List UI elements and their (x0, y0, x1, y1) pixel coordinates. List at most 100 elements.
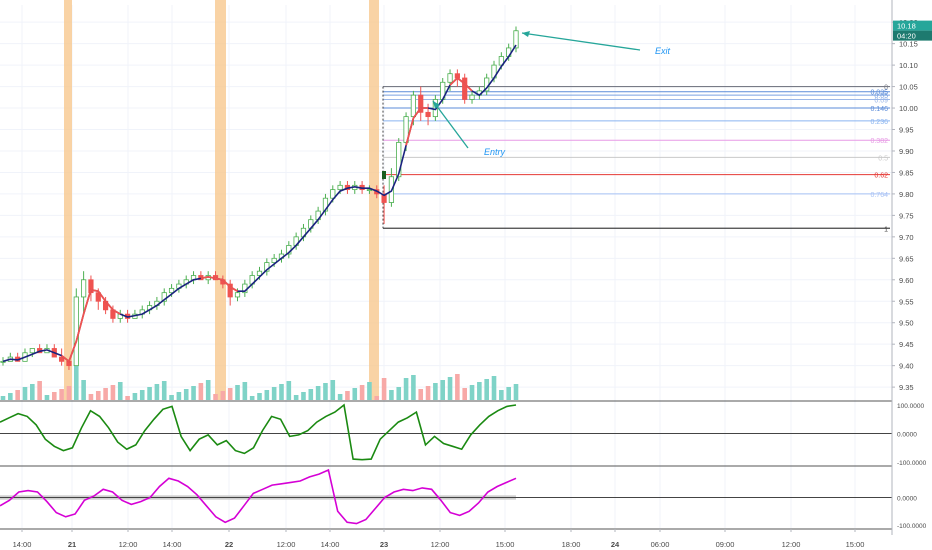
oscillator-2-line (0, 468, 517, 525)
candle-body (227, 283, 233, 298)
volume-bar (235, 385, 240, 400)
price-tick-label: 9.85 (899, 168, 914, 177)
fib-level-label: 1 (884, 226, 888, 233)
volume-bar (103, 388, 108, 400)
volume-bar (88, 394, 94, 400)
time-tick-label: 15:00 (496, 540, 515, 549)
volume-bar (433, 383, 438, 400)
volume-bar (389, 390, 394, 400)
volume-bar (293, 395, 299, 400)
price-tick-label: 10.10 (899, 61, 918, 70)
volume-bar (323, 383, 328, 400)
price-tick-label: 9.50 (899, 319, 914, 328)
volume-bar (15, 390, 20, 400)
fib-level-label: 0.05 (874, 93, 888, 100)
grid-lines (0, 5, 892, 528)
volume-bar (374, 396, 380, 400)
volume-bar (154, 384, 160, 400)
volume-bar (139, 390, 145, 400)
price-tick-label: 9.40 (899, 362, 914, 371)
volume-bar (198, 383, 204, 400)
ma-line (2, 44, 517, 363)
price-tick-label: 9.90 (899, 147, 914, 156)
volume-bar (359, 385, 365, 400)
volume-bar (440, 380, 446, 400)
volume-bar (37, 381, 42, 400)
price-tick-label: 9.60 (899, 276, 914, 285)
session-highlights (64, 0, 379, 400)
volume-bar (213, 394, 218, 400)
candlesticks (0, 26, 519, 370)
candle-body (256, 270, 263, 276)
volume-bar (205, 380, 211, 400)
price-tick-label: 9.45 (899, 340, 914, 349)
volume-bar (249, 396, 255, 400)
volume-bar (367, 382, 372, 400)
volume-bar (352, 388, 358, 400)
oscillator-1-pane (0, 400, 892, 461)
price-tick-label: 10.05 (899, 83, 918, 92)
session-highlight-bar (215, 0, 226, 400)
volume-bar (110, 385, 116, 400)
price-tick-label: 9.80 (899, 190, 914, 199)
volume-bar (491, 376, 497, 400)
candle-body (425, 111, 431, 118)
volume-bar (117, 382, 123, 400)
candle-body (418, 94, 424, 113)
fib-level-label: 0.035 (870, 90, 888, 97)
candle-body (410, 94, 417, 118)
volume-bar (227, 388, 233, 400)
candle-body (161, 292, 167, 302)
volume-bar (411, 375, 416, 400)
time-tick-label: 15:00 (846, 540, 865, 549)
osc1-tick-label: 100.0000 (897, 403, 924, 410)
osc1-tick-label: -100.0000 (897, 460, 927, 467)
volume-bar (22, 387, 28, 400)
volume-bar (337, 394, 343, 400)
candle-body (29, 348, 35, 354)
volume-bar (499, 390, 504, 400)
price-tick-label: 10.15 (899, 40, 918, 49)
candle-body (366, 189, 373, 192)
fib-level-label: 0.236 (870, 119, 888, 126)
moving-average-line (2, 44, 517, 363)
oscillator-1-line (0, 403, 517, 461)
price-tick-label: 10.00 (899, 104, 918, 113)
entry-arrow (432, 100, 469, 149)
volume-bar (396, 387, 402, 400)
volume-bar (44, 395, 50, 400)
candle-body (59, 356, 65, 362)
volume-bar (425, 386, 431, 400)
volume-bar (66, 386, 72, 400)
last-price-badge (893, 20, 932, 31)
volume-bar (95, 391, 101, 400)
time-tick-label: 14:00 (321, 540, 340, 549)
time-tick-label: 06:00 (651, 540, 670, 549)
ma-line-down-segment (405, 107, 429, 146)
volume-bar (271, 387, 277, 400)
session-highlight-bar (64, 0, 72, 400)
volume-bar (257, 393, 262, 400)
time-tick-label: 14:00 (163, 540, 182, 549)
volume-bar (279, 384, 284, 400)
candle-body (234, 292, 241, 298)
volume-bar (345, 391, 350, 400)
volume-bar (81, 380, 86, 400)
fib-level-label: 0.62 (874, 173, 888, 180)
price-tick-label: 9.95 (899, 126, 914, 135)
time-tick-label: 12:00 (782, 540, 801, 549)
volume-bar (242, 382, 248, 400)
oscillator-2-pane (0, 465, 892, 525)
volume-bar (52, 392, 57, 400)
volume-bar (381, 378, 387, 400)
time-tick-label: 18:00 (562, 540, 581, 549)
volume-bar (308, 389, 314, 400)
volume-bar (484, 379, 489, 400)
time-tick-label: 12:00 (277, 540, 296, 549)
volume-bars (0, 328, 519, 400)
ma-line-down-segment (200, 275, 238, 292)
volume-bar (286, 381, 292, 400)
volume-bar (477, 382, 482, 400)
